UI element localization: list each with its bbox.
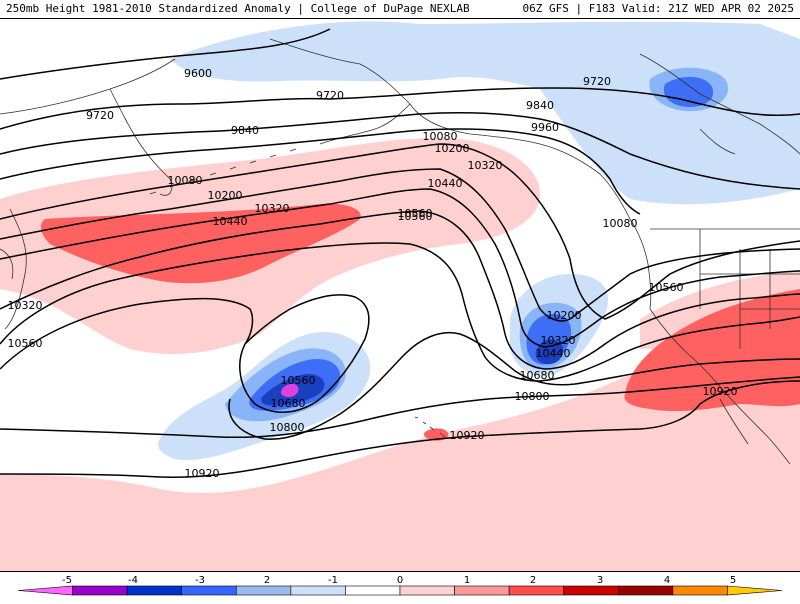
colorbar-swatch <box>72 585 128 596</box>
height-contours <box>0 28 800 479</box>
contour-label: 10560 <box>398 207 433 220</box>
colorbar-tick: 5 <box>730 575 736 586</box>
map-svg: 9600 9720 9720 9840 9840 9960 9720 10080… <box>0 19 800 571</box>
coastlines <box>0 38 800 465</box>
contour-label: 10320 <box>255 202 290 215</box>
colorbar-tick: 2 <box>264 575 270 586</box>
colorbar-swatch <box>17 585 73 596</box>
contour-label: 10080 <box>423 130 458 143</box>
contour-label: 10080 <box>603 217 638 230</box>
contour-label: 9840 <box>231 124 259 137</box>
contour-label: 10560 <box>649 281 684 294</box>
colorbar-swatch <box>345 585 401 596</box>
contour-label: 9720 <box>86 109 114 122</box>
contour-label: 10920 <box>450 429 485 442</box>
contour-label: 10200 <box>547 309 582 322</box>
anomaly-neg5-pacific-low <box>280 383 299 397</box>
contour-label: 10920 <box>703 385 738 398</box>
contour-label: 10560 <box>398 210 433 223</box>
contour-label: 10920 <box>185 467 220 480</box>
contour-label: 10080 <box>168 174 203 187</box>
colorbar-swatch <box>563 585 619 596</box>
contour-label: 9720 <box>583 75 611 88</box>
colorbar-swatch <box>727 585 783 596</box>
contour-label: 10320 <box>8 299 43 312</box>
contour-label: 9840 <box>526 99 554 112</box>
colorbar-legend: -5 -4 -3 2 -1 0 1 2 3 4 5 <box>0 572 800 600</box>
contour-label: 10800 <box>515 390 550 403</box>
anomaly-neg4-west-trough <box>535 339 564 365</box>
colorbar-tick: -4 <box>128 575 138 586</box>
anomaly-neg3-hudson <box>663 76 714 107</box>
map-title: 250mb Height 1981-2010 Standardized Anom… <box>6 2 470 15</box>
contour-label: 10560 <box>281 374 316 387</box>
colorbar-tick: 0 <box>397 575 403 586</box>
anomaly-pos2-hawaii <box>423 428 449 441</box>
colorbar-tick: 3 <box>597 575 603 586</box>
contour-label: 9720 <box>316 89 344 102</box>
contour-label: 10680 <box>271 397 306 410</box>
contour-label: 10440 <box>428 177 463 190</box>
colorbar-swatch <box>290 585 346 596</box>
colorbar-tick: 4 <box>664 575 670 586</box>
contour-label: 10800 <box>270 421 305 434</box>
colorbar-tick: 2 <box>530 575 536 586</box>
colorbar-tick: -5 <box>62 575 72 586</box>
colorbar-svg: -5 -4 -3 2 -1 0 1 2 3 4 5 <box>17 575 783 596</box>
colorbar-swatch <box>235 585 292 596</box>
contour-label: 10440 <box>213 215 248 228</box>
colorbar-tick: -3 <box>195 575 205 586</box>
anomaly-pos1-subtropics <box>0 304 800 571</box>
contour-label: 10560 <box>8 337 43 350</box>
colorbar-swatch <box>672 585 728 596</box>
map-header: 250mb Height 1981-2010 Standardized Anom… <box>0 0 800 18</box>
colorbar-swatch <box>126 585 183 596</box>
contour-label: 9600 <box>184 67 212 80</box>
colorbar-tick: -1 <box>328 575 338 586</box>
contour-label: 10200 <box>208 189 243 202</box>
colorbar-swatch <box>508 585 565 596</box>
contour-labels: 9600 9720 9720 9840 9840 9960 9720 10080… <box>8 67 738 480</box>
weather-map: 9600 9720 9720 9840 9840 9960 9720 10080… <box>0 18 800 572</box>
colorbar-swatch <box>454 585 510 596</box>
contour-label: 10200 <box>435 142 470 155</box>
contour-label: 9960 <box>531 121 559 134</box>
colorbar-swatches <box>17 585 783 596</box>
contour-label: 10320 <box>468 159 503 172</box>
colorbar-swatch <box>181 585 237 596</box>
colorbar-swatch <box>399 585 455 596</box>
colorbar-swatch <box>617 585 674 596</box>
anomaly-shading <box>0 21 800 571</box>
contour-label: 10680 <box>520 369 555 382</box>
colorbar-ticks: -5 -4 -3 2 -1 0 1 2 3 4 5 <box>62 575 736 586</box>
colorbar-tick: 1 <box>464 575 470 586</box>
contour-label: 10440 <box>536 347 571 360</box>
contour-label: 10320 <box>541 334 576 347</box>
model-run-info: 06Z GFS | F183 Valid: 21Z WED APR 02 202… <box>522 2 794 15</box>
